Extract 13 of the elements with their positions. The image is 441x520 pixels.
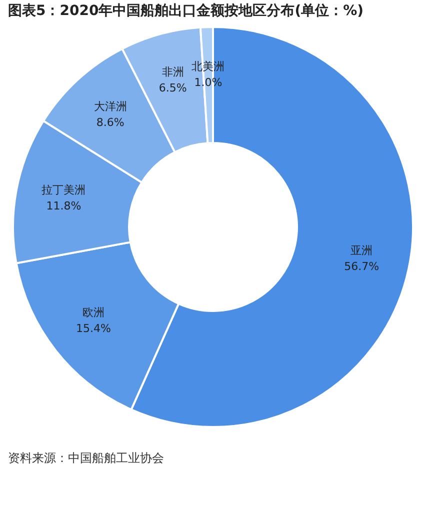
data-label: 1.0% [194,76,222,90]
data-label: 15.4% [76,322,111,335]
text: 资料来源：中国船舶工业协会 [7,450,165,467]
slice-label: 非洲 [162,65,184,78]
slice-label: 欧洲 [82,306,104,319]
slice-label: 亚洲 [350,244,373,257]
slice-label: 大洋洲 [94,100,127,113]
data-label: 11.8% [46,200,82,213]
chart-title: 图表5：2020年中国船舶出口金额按地区分布(单位：%) [8,2,364,19]
data-label: 6.5% [158,81,187,94]
data-label: 8.6% [96,116,124,129]
slice-label: 拉丁美洲 [42,184,86,197]
data-label: 56.7% [344,260,380,273]
